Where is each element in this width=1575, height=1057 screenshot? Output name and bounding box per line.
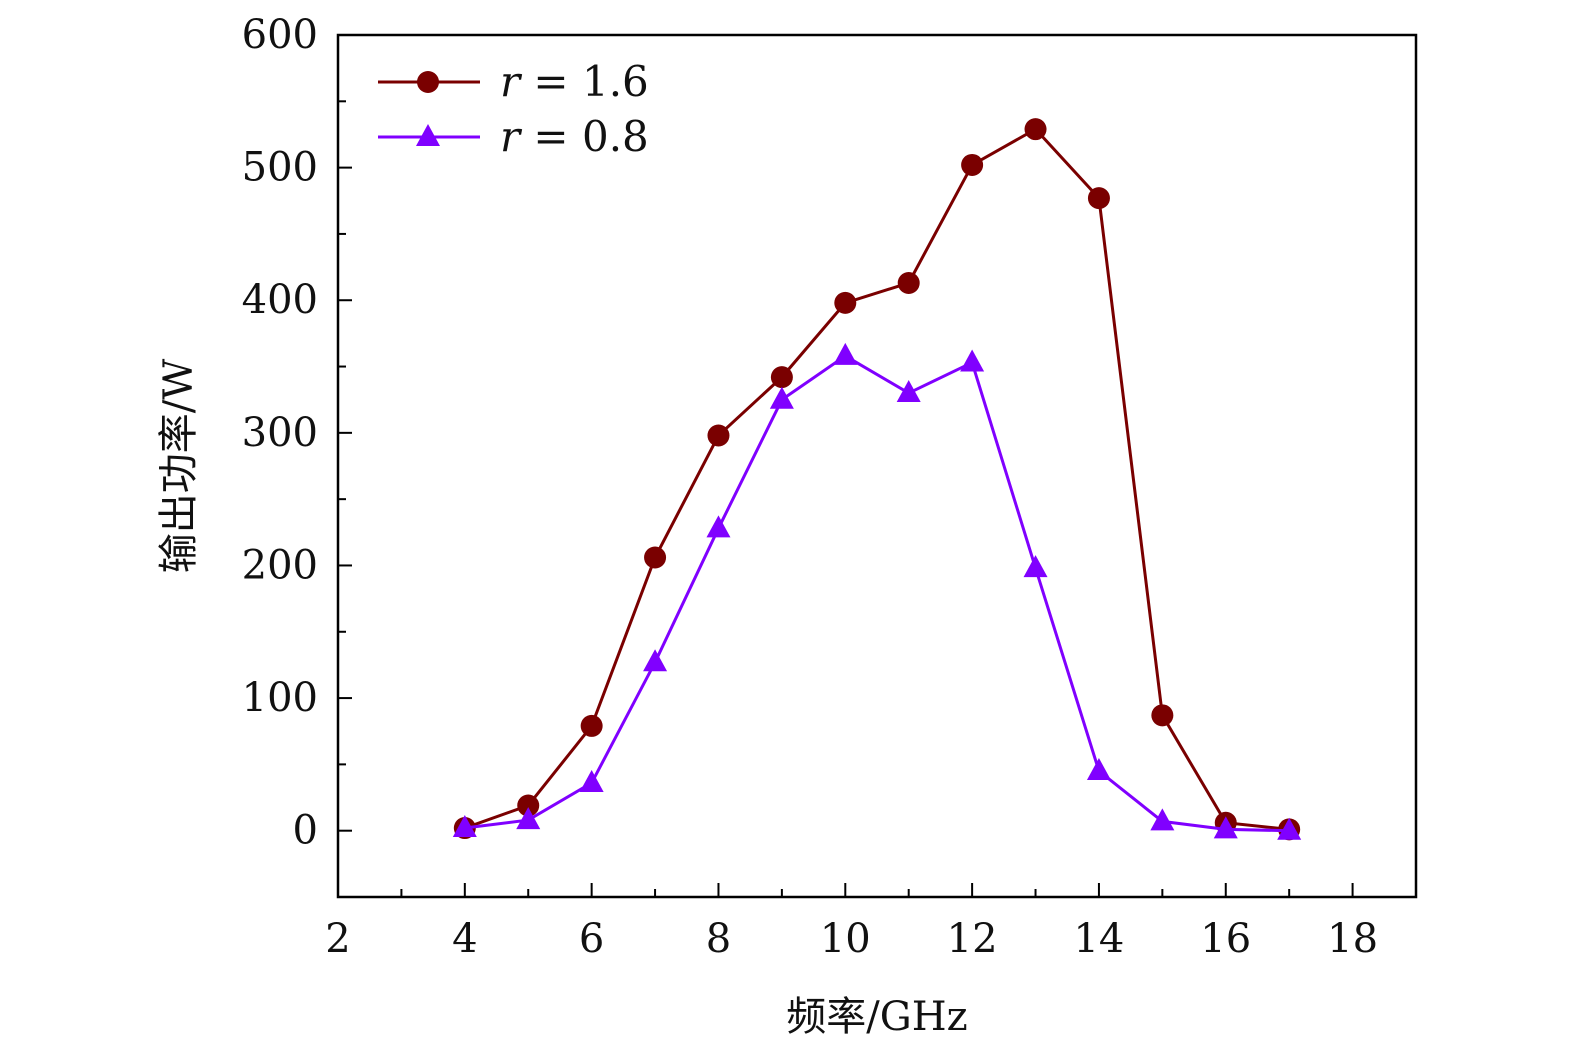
data-point-circle [897,271,920,294]
y-tick-label: 500 [242,145,318,191]
data-point-triangle [960,349,985,372]
data-point-triangle [1150,808,1175,831]
data-point-circle [1087,187,1110,210]
y-tick-label: 300 [242,410,318,456]
data-point-triangle [896,380,921,403]
data-point-triangle [769,386,794,409]
series-1 [453,118,1301,841]
x-tick-label: 14 [1073,916,1124,962]
data-point-circle [770,366,793,389]
data-point-circle [644,546,667,569]
y-axis-label: 输出功率/W [156,359,202,574]
data-point-triangle [643,649,668,672]
legend-entry: r = 0.8 [378,112,649,161]
legend-label: r = 0.8 [500,112,649,161]
x-tick-label: 8 [706,916,731,962]
data-point-circle [580,714,603,737]
data-point-circle [1024,118,1047,141]
data-point-circle [707,424,730,447]
axes: 2 4 6 8 10 12 14 16 18 0 100 200 300 400 500 600 [242,12,1417,962]
x-tick-label: 4 [452,916,477,962]
series-2 [452,342,1302,840]
data-point-triangle [1213,816,1238,839]
x-tick-label: 10 [820,916,871,962]
series-line [464,354,1290,833]
data-point-triangle [706,515,731,538]
data-point-circle [1151,704,1174,727]
x-tick-label: 16 [1200,916,1251,962]
data-point-circle [961,153,984,176]
data-point-triangle [452,815,477,838]
y-tick-label: 100 [242,675,318,721]
data-point-triangle [416,124,440,146]
x-tick-label: 2 [325,916,350,962]
y-tick-label: 600 [242,12,318,58]
series-line [464,127,1290,831]
data-point-circle [517,794,540,817]
x-tick-label: 18 [1327,916,1378,962]
y-tick-label: 200 [242,542,318,588]
y-tick-label: 0 [293,808,318,854]
data-point-triangle [579,769,604,792]
data-point-triangle [1023,555,1048,578]
data-point-triangle [833,342,858,365]
data-point-triangle [1086,758,1111,781]
data-point-triangle [1277,817,1302,840]
data-point-circle [834,291,857,314]
plot-marks [452,118,1302,841]
x-tick-label: 6 [579,916,604,962]
data-point-circle [417,71,439,93]
plot-frame [336,33,1418,899]
y-tick-label: 400 [242,277,318,323]
legend: r = 1.6 r = 0.8 [378,57,649,161]
x-axis-label: 频率/GHz [786,994,967,1040]
legend-label: r = 1.6 [500,57,649,106]
legend-entry: r = 1.6 [378,57,649,106]
data-point-triangle [516,807,541,830]
x-tick-label: 12 [947,916,998,962]
